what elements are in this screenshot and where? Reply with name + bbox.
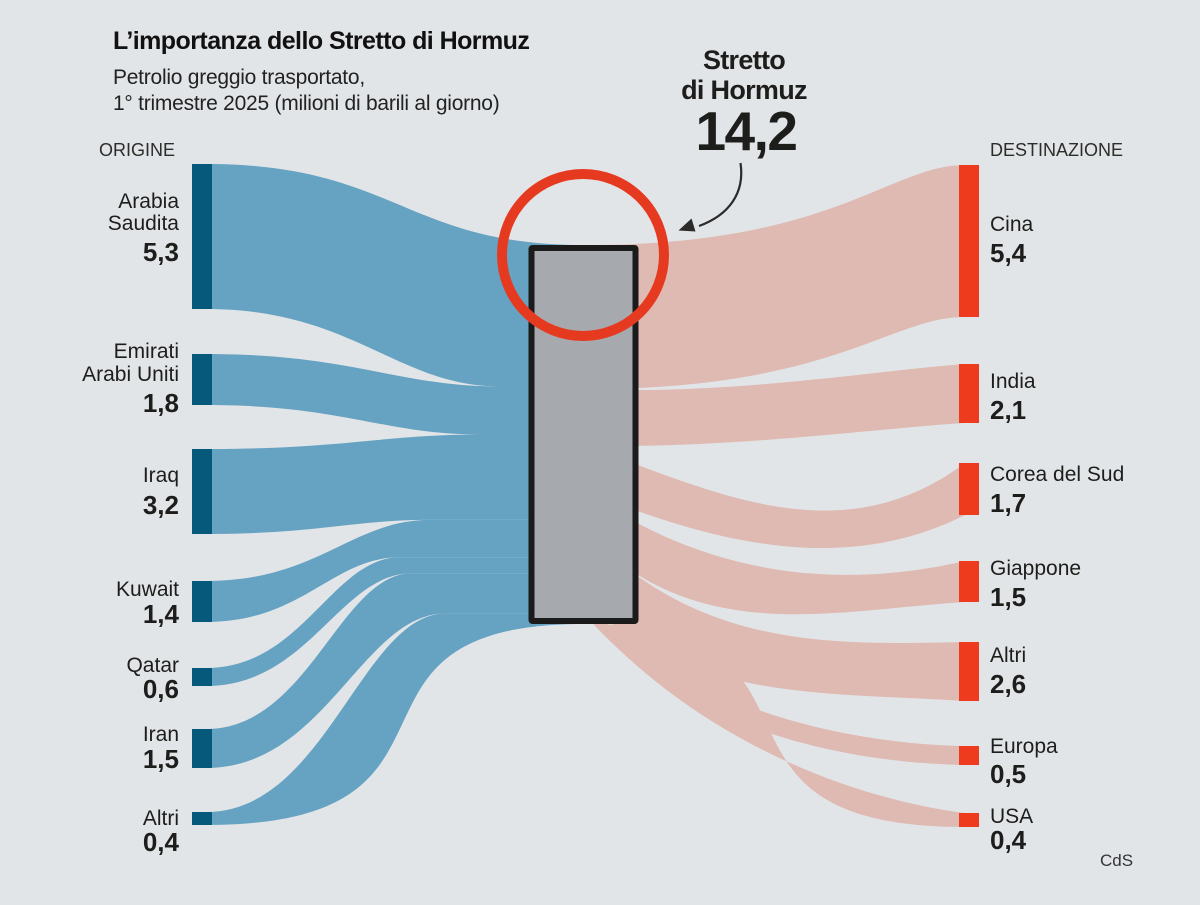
svg-text:1,7: 1,7 bbox=[990, 488, 1026, 518]
svg-text:DESTINAZIONE: DESTINAZIONE bbox=[990, 140, 1123, 160]
svg-text:5,3: 5,3 bbox=[143, 237, 179, 267]
svg-text:Qatar: Qatar bbox=[126, 654, 179, 677]
svg-text:ORIGINE: ORIGINE bbox=[99, 140, 175, 160]
svg-text:Arabi Uniti: Arabi Uniti bbox=[82, 363, 179, 386]
svg-text:CdS: CdS bbox=[1100, 851, 1133, 870]
svg-text:0,6: 0,6 bbox=[143, 674, 179, 704]
svg-text:Corea del Sud: Corea del Sud bbox=[990, 463, 1124, 486]
svg-text:Kuwait: Kuwait bbox=[116, 578, 179, 601]
svg-text:5,4: 5,4 bbox=[990, 238, 1027, 268]
svg-text:0,5: 0,5 bbox=[990, 759, 1026, 789]
svg-text:Emirati: Emirati bbox=[114, 340, 179, 363]
svg-text:Cina: Cina bbox=[990, 213, 1034, 236]
svg-text:2,1: 2,1 bbox=[990, 395, 1026, 425]
svg-text:Saudita: Saudita bbox=[108, 212, 180, 235]
svg-text:di Hormuz: di Hormuz bbox=[681, 75, 807, 105]
svg-text:USA: USA bbox=[990, 805, 1033, 828]
svg-text:Altri: Altri bbox=[143, 807, 179, 830]
svg-text:14,2: 14,2 bbox=[695, 100, 796, 162]
svg-text:Stretto: Stretto bbox=[703, 45, 785, 75]
svg-text:1,4: 1,4 bbox=[143, 599, 180, 629]
svg-text:India: India bbox=[990, 370, 1036, 393]
svg-text:Giappone: Giappone bbox=[990, 557, 1081, 580]
svg-text:1,5: 1,5 bbox=[990, 582, 1026, 612]
svg-text:Europa: Europa bbox=[990, 735, 1058, 758]
svg-text:Arabia: Arabia bbox=[118, 190, 179, 213]
svg-text:Iran: Iran bbox=[143, 723, 179, 746]
svg-text:Petrolio greggio trasportato,: Petrolio greggio trasportato, bbox=[113, 66, 365, 89]
svg-text:3,2: 3,2 bbox=[143, 490, 179, 520]
svg-text:Altri: Altri bbox=[990, 644, 1026, 667]
svg-text:1,5: 1,5 bbox=[143, 744, 179, 774]
svg-text:L’importanza dello Stretto di: L’importanza dello Stretto di Hormuz bbox=[113, 27, 529, 55]
svg-text:2,6: 2,6 bbox=[990, 669, 1026, 699]
svg-text:Iraq: Iraq bbox=[143, 464, 179, 487]
svg-text:1,8: 1,8 bbox=[143, 388, 179, 418]
svg-text:0,4: 0,4 bbox=[990, 825, 1027, 855]
svg-text:1° trimestre 2025 (milioni di: 1° trimestre 2025 (milioni di barili al … bbox=[113, 92, 499, 115]
svg-text:0,4: 0,4 bbox=[143, 827, 180, 857]
